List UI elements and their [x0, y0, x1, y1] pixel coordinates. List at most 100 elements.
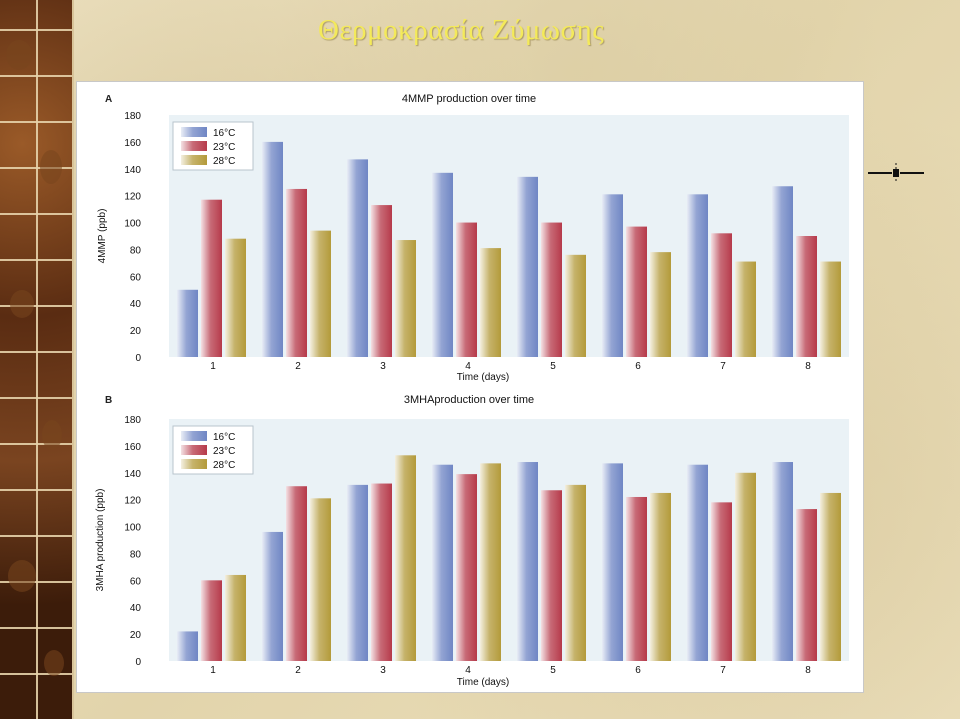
chart-b-bar	[286, 486, 307, 661]
chart-a-legend-label: 23°C	[213, 142, 235, 153]
chart-b-legend-label: 28°C	[213, 460, 235, 471]
chart-b-y-tick-label: 0	[135, 657, 141, 668]
chart-b-x-tick-label: 8	[805, 665, 811, 676]
chart-a-x-tick-label: 4	[465, 361, 471, 372]
chart-a-panel-label: A	[105, 94, 112, 105]
chart-a-bar	[347, 159, 368, 357]
chart-b-bar	[517, 462, 538, 661]
chart-a-legend-label: 28°C	[213, 156, 235, 167]
chart-b-bar	[225, 574, 246, 661]
chart-b-bar	[687, 464, 708, 661]
chart-b-bar	[262, 531, 283, 661]
chart-b-bar	[480, 463, 501, 661]
chart-a-bar	[626, 226, 647, 357]
chart-b-x-axis-label: Time (days)	[457, 677, 509, 688]
chart-a-y-tick-label: 100	[124, 219, 141, 230]
chart-b-x-tick-label: 7	[720, 665, 726, 676]
chart-a-x-tick-label: 7	[720, 361, 726, 372]
chart-a-y-tick-label: 80	[130, 245, 142, 256]
chart-b-x-tick-label: 6	[635, 665, 641, 676]
chart-a-bar	[650, 252, 671, 357]
chart-a-bar	[820, 261, 841, 357]
chart-a-y-tick-label: 0	[135, 353, 141, 364]
chart-b-bar	[371, 483, 392, 661]
chart-a-x-axis-label: Time (days)	[457, 372, 509, 383]
chart-a-bar	[225, 238, 246, 357]
chart-b-bar	[602, 463, 623, 661]
chart-b-bar	[310, 498, 331, 661]
arrow-ornament-icon	[868, 163, 924, 183]
chart-b-x-tick-label: 3	[380, 665, 386, 676]
chart-panel-b: B 3MHAproduction over time 0 20 40 60 80 100 120…	[95, 394, 849, 688]
chart-b-title: 3MHAproduction over time	[404, 394, 534, 406]
chart-b-x-tick-label: 1	[210, 665, 216, 676]
chart-a-bar	[480, 248, 501, 357]
chart-a-y-tick-label: 160	[124, 138, 141, 149]
chart-a-legend-swatch	[181, 127, 207, 137]
chart-a-x-tick-label: 2	[295, 361, 301, 372]
chart-b-y-axis-label: 3MHA production (ppb)	[95, 489, 106, 592]
chart-b-legend-label: 16°C	[213, 432, 235, 443]
chart-a-bar	[565, 254, 586, 357]
chart-b-bar	[820, 492, 841, 661]
chart-a-legend-swatch	[181, 141, 207, 151]
chart-a-y-tick-label: 180	[124, 111, 141, 122]
chart-b-y-tick-label: 180	[124, 415, 141, 426]
chart-a-bar	[772, 186, 793, 357]
chart-a-x-tick-label: 8	[805, 361, 811, 372]
chart-a-x-tick-label: 5	[550, 361, 556, 372]
chart-a-bar	[201, 199, 222, 357]
chart-a-y-tick-label: 140	[124, 165, 141, 176]
chart-a-bar	[687, 194, 708, 357]
chart-a-bar	[517, 176, 538, 357]
chart-a-bar	[796, 236, 817, 357]
chart-b-y-tick-label: 140	[124, 469, 141, 480]
chart-a-bar	[735, 261, 756, 357]
chart-a-y-tick-label: 40	[130, 299, 142, 310]
chart-a-y-tick-label: 120	[124, 192, 141, 203]
chart-b-legend-swatch	[181, 445, 207, 455]
chart-b-y-tick-label: 60	[130, 576, 142, 587]
chart-a-bar	[711, 233, 732, 357]
chart-a-bar	[432, 172, 453, 357]
chart-a-bar	[310, 230, 331, 357]
chart-b-y-tick-label: 120	[124, 496, 141, 507]
chart-b-x-tick-label: 2	[295, 665, 301, 676]
chart-a-bar	[286, 188, 307, 357]
chart-a-bar	[602, 194, 623, 357]
chart-a-y-axis-label: 4MMP (ppb)	[97, 209, 108, 264]
chart-b-bar	[772, 462, 793, 661]
chart-a-bar	[262, 141, 283, 357]
chart-a-y-tick-label: 20	[130, 326, 142, 337]
chart-a-bar	[395, 240, 416, 357]
chart-b-y-tick-label: 40	[130, 603, 142, 614]
chart-a-bar	[456, 222, 477, 357]
chart-b-y-tick-label: 160	[124, 442, 141, 453]
chart-panel-a: A 4MMP production over time02040608010012…	[97, 93, 849, 383]
chart-b-bar	[711, 502, 732, 661]
chart-b-bar	[177, 631, 198, 661]
chart-b-y-tick-label: 20	[130, 630, 142, 641]
chart-a-x-tick-label: 3	[380, 361, 386, 372]
chart-b-y-tick-label: 80	[130, 549, 142, 560]
chart-b-bar	[565, 484, 586, 661]
chart-b-bar	[201, 580, 222, 661]
chart-a-x-tick-label: 1	[210, 361, 216, 372]
chart-a-legend-swatch	[181, 155, 207, 165]
chart-b-y-tick-label: 100	[124, 523, 141, 534]
chart-b-legend-swatch	[181, 459, 207, 469]
slide-title: Θερμοκρασία Ζύμωσης	[318, 14, 605, 46]
chart-a-bar	[177, 289, 198, 357]
chart-b-bar	[650, 492, 671, 661]
chart-b-bar	[626, 496, 647, 661]
chart-b-bar	[541, 490, 562, 661]
chart-a-y-tick-label: 60	[130, 272, 142, 283]
chart-b-x-tick-label: 4	[465, 665, 471, 676]
chart-b-bar	[432, 464, 453, 661]
chart-a-bar	[541, 222, 562, 357]
chart-a-title: 4MMP production over time	[402, 93, 536, 105]
chart-b-bar	[395, 455, 416, 661]
chart-b-bar	[796, 509, 817, 661]
chart-b-panel-label: B	[105, 395, 112, 406]
figure-panel: A 4MMP production over time 0 20 40 60 80 100 12…	[76, 81, 864, 693]
